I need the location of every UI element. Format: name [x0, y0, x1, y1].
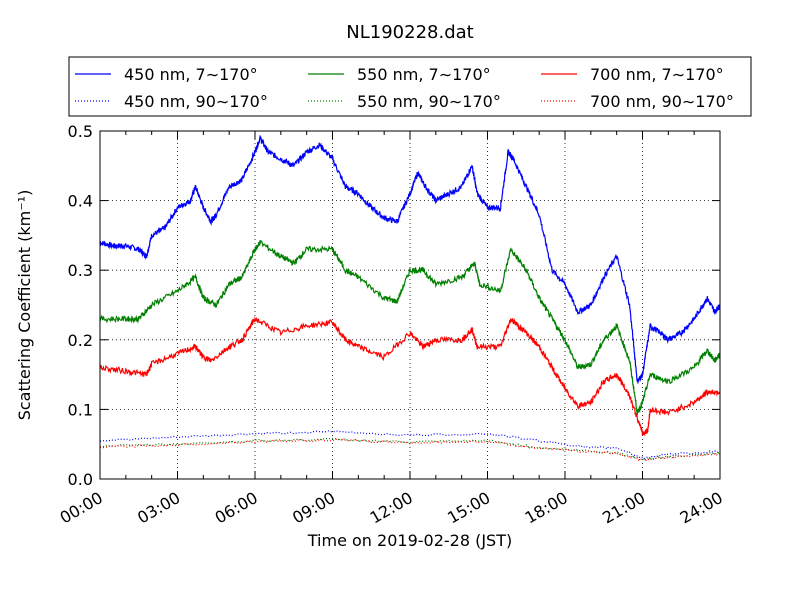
x-tick-label: 24:00 [677, 488, 726, 528]
series-line-3 [99, 430, 721, 460]
legend-label-4: 550 nm, 90∼170° [357, 92, 501, 111]
x-tick-label: 12:00 [367, 488, 416, 528]
series-line-2 [99, 316, 721, 437]
legend-label-3: 450 nm, 90∼170° [124, 92, 268, 111]
y-tick-label: 0.0 [68, 470, 93, 489]
legend-label-0: 450 nm, 7∼170° [124, 65, 258, 84]
x-axis-label: Time on 2019-02-28 (JST) [307, 531, 512, 550]
x-tick-label: 03:00 [134, 488, 183, 528]
y-tick-label: 0.3 [68, 261, 93, 280]
y-tick-label: 0.1 [68, 400, 93, 419]
x-tick-label: 06:00 [212, 488, 261, 528]
y-tick-label: 0.2 [68, 331, 93, 350]
series-line-0 [99, 135, 721, 384]
y-axis-label: Scattering Coefficient (km⁻¹) [15, 190, 34, 421]
x-tick-label: 09:00 [289, 488, 338, 528]
y-tick-label: 0.4 [68, 192, 93, 211]
x-tick-label: 15:00 [444, 488, 493, 528]
legend-label-2: 700 nm, 7∼170° [590, 65, 724, 84]
y-tick-label: 0.5 [68, 122, 93, 141]
series-line-4 [99, 437, 721, 461]
legend-label-5: 700 nm, 90∼170° [590, 92, 734, 111]
x-tick-label: 21:00 [599, 488, 648, 528]
x-tick-label: 00:00 [57, 488, 106, 528]
series-line-5 [99, 438, 721, 462]
legend [68, 56, 752, 117]
legend-label-1: 550 nm, 7∼170° [357, 65, 491, 84]
x-tick-label: 18:00 [522, 488, 571, 528]
chart-title: NL190228.dat [346, 22, 473, 43]
series-line-1 [99, 239, 721, 415]
